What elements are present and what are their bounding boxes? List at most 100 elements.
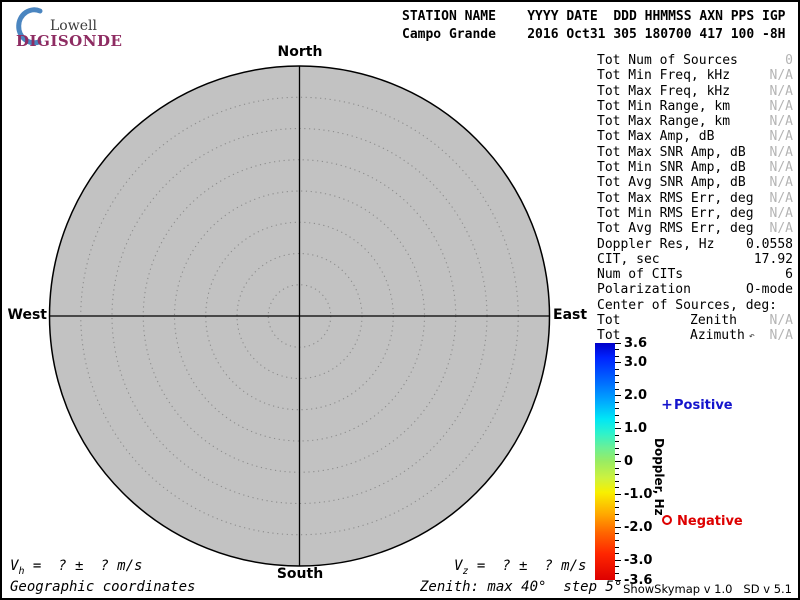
colorbar-tick-label: 3.6 <box>624 335 648 351</box>
negative-doppler-legend: Negative <box>662 514 743 529</box>
stats-label: Tot Min RMS Err, deg <box>597 205 754 221</box>
colorbar-minor-tick <box>615 474 619 476</box>
stats-label: Tot <box>597 313 621 329</box>
stats-value: N/A <box>769 190 793 206</box>
colorbar-minor-tick <box>615 553 619 555</box>
coordinate-system-label: Geographic coordinates <box>10 579 196 595</box>
colorbar-tick-label: 0 <box>624 454 634 469</box>
stats-label: Tot Max Freq, kHz <box>597 83 731 99</box>
stats-label: Tot Max Range, km <box>597 114 731 130</box>
colorbar-major-tick <box>615 579 621 581</box>
stats-label: Tot Num of Sources <box>597 53 738 68</box>
direction-label-south: South <box>276 566 324 582</box>
stats-value: N/A <box>769 83 793 99</box>
doppler-colorbar: 3.6 3.0 2.0 1.0 0 -1.0 -2.0 -3.0 -3.6 <box>595 337 795 587</box>
statistics-panel: Tot Num of Sources 0 Tot Min Freq, kHz N/A T… <box>597 53 793 344</box>
stats-value: N/A <box>769 98 793 114</box>
colorbar-minor-tick <box>615 388 619 390</box>
stats-row: Tot Avg RMS Err, deg N/A <box>597 221 793 236</box>
colorbar-minor-tick <box>615 572 619 574</box>
zenith-range-label: Zenith: max 40° step 5° <box>420 579 623 595</box>
stats-row: Tot Max RMS Err, deg N/A <box>597 191 793 206</box>
colorbar-minor-tick <box>615 487 619 489</box>
colorbar-minor-tick <box>615 546 619 548</box>
stats-value: 17.92 <box>753 251 793 267</box>
stats-label: Tot Min Range, km <box>597 98 731 114</box>
stats-row: Tot Min Range, km N/A <box>597 99 793 114</box>
crescent-arc-icon <box>16 7 43 46</box>
stats-row: Doppler Res, Hz 0.0558 <box>597 237 793 252</box>
stats-label: Tot <box>597 328 621 344</box>
stats-value: N/A <box>769 144 793 160</box>
colorbar-minor-tick <box>615 467 619 469</box>
positive-label: Positive <box>674 398 733 413</box>
stats-value: O-mode <box>746 282 793 298</box>
stats-label: Center of Sources, deg: <box>597 297 778 313</box>
software-version-label: ShowSkymap v 1.0 SD v 5.1 <box>623 582 792 596</box>
stats-row: CIT, sec 17.92 <box>597 252 793 267</box>
mouse-cursor: ↶ <box>748 331 755 343</box>
stats-value: N/A <box>769 114 793 130</box>
colorbar-tick-label: -3.6 <box>624 572 653 588</box>
stats-value: 6 <box>785 267 793 283</box>
logo-lowell-text: Lowell <box>50 18 97 34</box>
stats-row: Tot Zenith N/A <box>597 313 793 328</box>
colorbar-minor-tick <box>615 520 619 522</box>
colorbar-minor-tick <box>615 540 619 541</box>
circle-icon <box>662 515 672 525</box>
colorbar-minor-tick <box>615 513 619 515</box>
colorbar-major-tick <box>615 362 621 364</box>
lowell-digisonde-logo: Lowell DIGISONDE <box>10 6 122 50</box>
colorbar-minor-tick <box>615 434 619 436</box>
header-station-values: Campo Grande 2016 Oct31 305 180700 417 1… <box>402 26 786 42</box>
colorbar-minor-tick <box>615 480 619 482</box>
colorbar-minor-tick <box>615 500 619 502</box>
stats-label: Tot Max RMS Err, deg <box>597 190 754 206</box>
stats-row: Tot Max Amp, dB N/A <box>597 129 793 144</box>
colorbar-major-tick <box>615 428 621 430</box>
stats-row: Tot Azimuth ↶ N/A <box>597 328 793 343</box>
colorbar-major-tick <box>615 493 621 495</box>
stats-label: Tot Max Amp, dB <box>597 129 715 145</box>
colorbar-tick-label: 2.0 <box>624 388 648 404</box>
stats-value: 0 <box>785 53 793 68</box>
colorbar-minor-tick <box>615 349 619 351</box>
stats-value: N/A <box>769 175 793 191</box>
stats-label: Polarization <box>597 282 691 298</box>
stats-row: Tot Min RMS Err, deg N/A <box>597 206 793 221</box>
colorbar-major-tick <box>615 461 621 462</box>
logo-digisonde-text: DIGISONDE <box>16 32 123 50</box>
colorbar-minor-tick <box>615 421 619 423</box>
colorbar-tick-label: 3.0 <box>624 355 648 371</box>
stats-value: N/A <box>769 328 793 344</box>
negative-label: Negative <box>677 514 743 529</box>
colorbar-tick-label: -3.0 <box>624 552 653 568</box>
colorbar-gradient <box>595 343 615 580</box>
colorbar-minor-tick <box>615 414 619 416</box>
stats-value: N/A <box>769 68 793 84</box>
stats-label: Doppler Res, Hz <box>597 236 715 252</box>
stats-row: Tot Max Range, km N/A <box>597 114 793 129</box>
colorbar-axis-title: Doppler, Hz <box>652 438 666 516</box>
stats-label: Tot Max SNR Amp, dB <box>597 144 746 160</box>
colorbar-major-tick <box>615 559 621 561</box>
stats-label: Tot Min Freq, kHz <box>597 68 731 84</box>
colorbar-minor-tick <box>615 447 619 449</box>
stats-label: CIT, sec <box>597 251 660 267</box>
colorbar-minor-tick <box>615 401 619 403</box>
stats-sublabel: Zenith <box>690 313 737 329</box>
stats-row: Tot Avg SNR Amp, dB N/A <box>597 175 793 190</box>
station-header: STATION NAME YYYY DATE DDD HHMMSS AXN PP… <box>402 8 786 43</box>
horizontal-velocity-readout: Vh = ? ± ? m/s <box>10 558 143 577</box>
stats-value: N/A <box>769 221 793 237</box>
colorbar-tick-label: -1.0 <box>624 486 653 502</box>
colorbar-minor-tick <box>615 355 619 357</box>
direction-label-west: West <box>7 307 47 323</box>
colorbar-minor-tick <box>615 382 619 383</box>
stats-label: Num of CITs <box>597 267 684 283</box>
stats-sublabel: Azimuth ↶ <box>690 328 755 344</box>
direction-label-north: North <box>277 44 323 60</box>
colorbar-minor-tick <box>615 454 619 456</box>
